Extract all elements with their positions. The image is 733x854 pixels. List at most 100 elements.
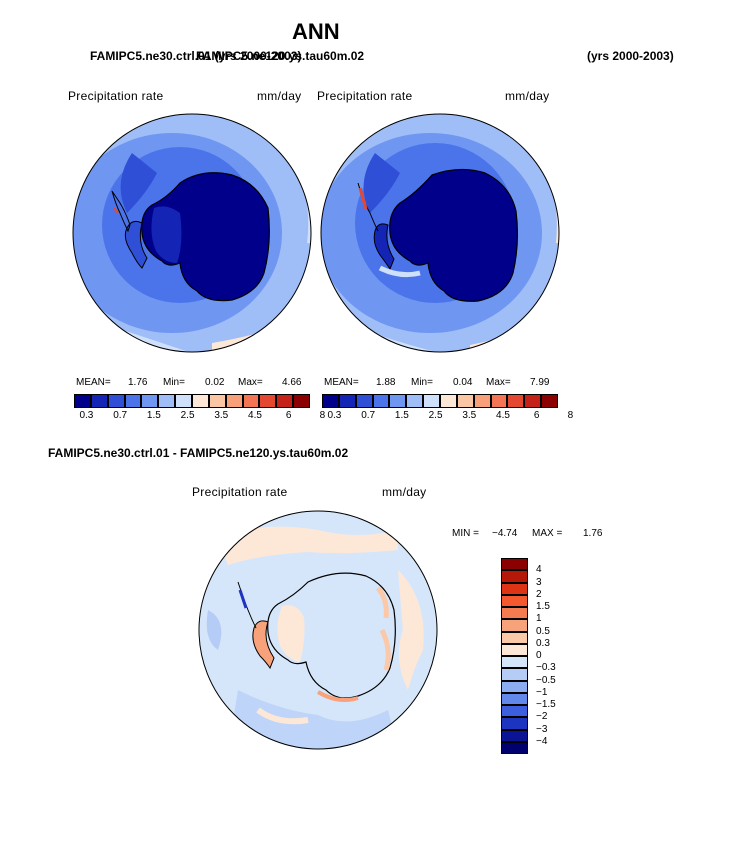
colorbar-swatch xyxy=(440,394,457,408)
left-field-label: Precipitation rate xyxy=(68,89,164,103)
colorbar-swatch xyxy=(322,394,339,408)
colorbar-swatch xyxy=(456,394,474,408)
colorbar-swatch xyxy=(208,394,226,408)
colorbar-swatch xyxy=(107,394,125,408)
left-min-value: 0.02 xyxy=(205,377,225,388)
diff-min-value: −4.74 xyxy=(492,528,518,539)
left-precip-map xyxy=(72,113,312,353)
colorbar-tick-label: 2.5 xyxy=(428,410,443,421)
colorbar-swatch xyxy=(507,394,525,408)
diff-title: FAMIPC5.ne30.ctrl.01 - FAMIPC5.ne120.ys.… xyxy=(48,446,349,460)
diff-colorbar-swatch xyxy=(501,594,528,607)
diff-colorbar-tick-label: −0.3 xyxy=(536,662,556,674)
diff-colorbar xyxy=(501,558,528,754)
diff-colorbar-swatch xyxy=(501,729,528,742)
colorbar-tick-label: 4.5 xyxy=(496,410,510,421)
colorbar-tick-label: 3.5 xyxy=(214,410,229,421)
diff-colorbar-tick-label: −3 xyxy=(536,723,548,735)
colorbar-tick-label: 0.3 xyxy=(327,410,342,421)
diff-colorbar-tick-label: 4 xyxy=(536,564,542,576)
diff-colorbar-tick-label: 0.5 xyxy=(536,625,550,637)
diff-colorbar-tick-label: 0 xyxy=(536,650,542,661)
colorbar-tick-label: 0.7 xyxy=(361,410,376,421)
left-mean-value: 1.76 xyxy=(128,377,148,388)
diff-colorbar-swatch xyxy=(501,656,528,669)
diff-colorbar-tick-label: 1 xyxy=(536,613,542,625)
colorbar-swatch xyxy=(124,394,142,408)
colorbar-swatch xyxy=(423,394,440,408)
diff-colorbar-swatch xyxy=(501,717,528,730)
left-max-value: 4.66 xyxy=(282,377,302,388)
diff-colorbar-ticks: 4 3 2 1.5 1 0.5 0.3 0 −0.3 −0.5 −1 −1.5 −2 −3 −4 xyxy=(536,558,576,754)
diff-colorbar-swatch xyxy=(501,643,528,656)
colorbar-swatch xyxy=(406,394,424,408)
right-mean-label: MEAN= xyxy=(324,377,359,388)
colorbar-swatch xyxy=(473,394,491,408)
left-mean-label: MEAN= xyxy=(76,377,111,388)
colorbar-swatch xyxy=(293,394,310,408)
right-years-label: (yrs 2000-2003) xyxy=(587,49,674,63)
right-min-value: 0.04 xyxy=(453,377,473,388)
left-units-label: mm/day xyxy=(257,89,302,103)
diff-colorbar-swatch xyxy=(501,741,528,754)
colorbar-swatch xyxy=(389,394,407,408)
diff-precip-map xyxy=(198,510,438,750)
diff-units-label: mm/day xyxy=(382,485,427,499)
diff-colorbar-tick-label: −2 xyxy=(536,711,548,723)
diff-colorbar-swatch xyxy=(501,680,528,693)
diff-colorbar-tick-label: 0.3 xyxy=(536,637,550,649)
colorbar-swatch xyxy=(541,394,558,408)
diff-min-label: MIN = xyxy=(452,528,479,539)
colorbar-tick-label: 0.7 xyxy=(113,410,128,421)
antarctica-land xyxy=(267,572,396,699)
diff-colorbar-swatch xyxy=(501,631,528,644)
colorbar-swatch xyxy=(141,394,159,408)
colorbar-swatch xyxy=(338,394,356,408)
diff-colorbar-swatch xyxy=(501,570,528,583)
colorbar-tick-label: 6 xyxy=(533,410,540,421)
left-colorbar-ticks: 0.3 0.7 1.5 2.5 3.5 4.5 6 8 xyxy=(74,410,325,424)
colorbar-swatch xyxy=(276,394,294,408)
colorbar-tick-label: 6 xyxy=(285,410,292,421)
diff-colorbar-swatch xyxy=(501,619,528,632)
colorbar-tick-label: 8 xyxy=(567,410,574,421)
left-max-label: Max= xyxy=(238,377,263,388)
colorbar-tick-label: 0.3 xyxy=(79,410,94,421)
colorbar-swatch xyxy=(158,394,176,408)
right-min-label: Min= xyxy=(411,377,433,388)
colorbar-tick-label: 4.5 xyxy=(248,410,262,421)
colorbar-swatch xyxy=(372,394,390,408)
colorbar-swatch xyxy=(259,394,277,408)
right-colorbar xyxy=(322,394,558,408)
diff-colorbar-tick-label: −1 xyxy=(536,686,548,698)
colorbar-swatch xyxy=(225,394,243,408)
colorbar-swatch xyxy=(242,394,260,408)
left-min-label: Min= xyxy=(163,377,185,388)
right-colorbar-ticks: 0.3 0.7 1.5 2.5 3.5 4.5 6 8 xyxy=(322,410,573,424)
colorbar-swatch xyxy=(192,394,209,408)
diff-colorbar-tick-label: −1.5 xyxy=(536,699,556,710)
left-colorbar xyxy=(74,394,310,408)
diff-colorbar-tick-label: −0.5 xyxy=(536,674,556,686)
colorbar-swatch xyxy=(175,394,192,408)
right-precip-map xyxy=(320,113,560,353)
colorbar-tick-label: 1.5 xyxy=(394,410,409,421)
diff-colorbar-swatch xyxy=(501,692,528,705)
diff-colorbar-tick-label: 3 xyxy=(536,576,542,588)
right-case-label: FAMIPC5.ne120.ys.tau60m.02 xyxy=(196,49,365,63)
colorbar-swatch xyxy=(355,394,373,408)
right-max-label: Max= xyxy=(486,377,511,388)
figure-title: ANN xyxy=(292,19,340,44)
diff-max-value: 1.76 xyxy=(583,528,603,539)
diff-colorbar-tick-label: 2 xyxy=(536,588,542,600)
colorbar-tick-label: 2.5 xyxy=(180,410,195,421)
diff-colorbar-swatch xyxy=(501,582,528,595)
colorbar-swatch xyxy=(74,394,91,408)
diff-field-label: Precipitation rate xyxy=(192,485,288,499)
diff-colorbar-tick-label: −4 xyxy=(536,735,548,747)
colorbar-tick-label: 3.5 xyxy=(462,410,477,421)
colorbar-swatch xyxy=(490,394,508,408)
right-max-value: 7.99 xyxy=(530,377,550,388)
diff-colorbar-tick-label: 1.5 xyxy=(536,601,550,612)
diff-colorbar-swatch xyxy=(501,705,528,718)
